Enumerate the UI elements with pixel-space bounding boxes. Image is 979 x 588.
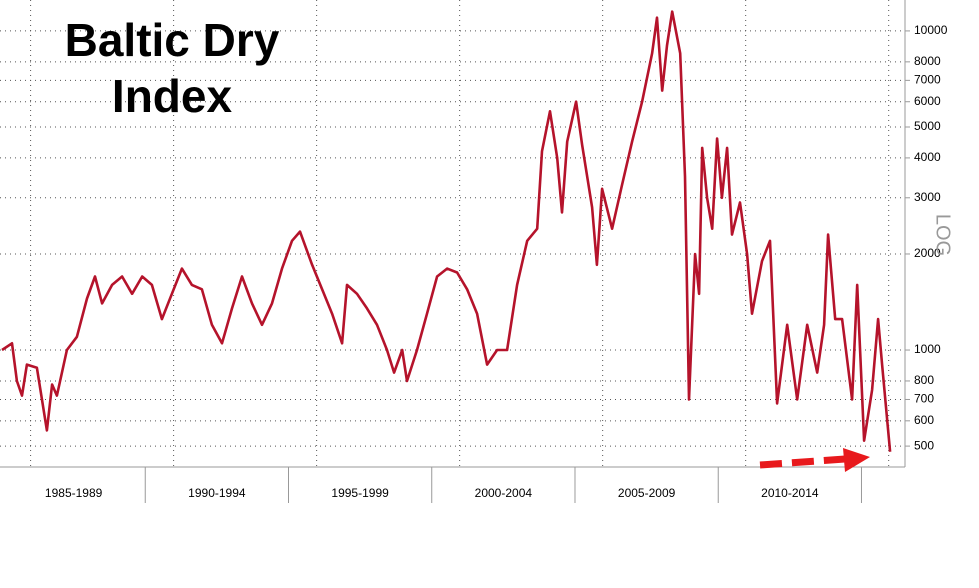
y-tick-label: 2000	[914, 246, 941, 260]
y-tick-label: 1000	[914, 342, 941, 356]
y-tick-label: 10000	[914, 23, 948, 37]
y-tick-label: 800	[914, 373, 934, 387]
x-tick-label: 2005-2009	[618, 486, 676, 500]
y-tick-label: 4000	[914, 150, 941, 164]
y-tick-label: 3000	[914, 190, 941, 204]
x-tick-label: 2000-2004	[475, 486, 533, 500]
y-tick-label: 8000	[914, 54, 941, 68]
y-tick-label: 600	[914, 413, 934, 427]
y-tick-label: 700	[914, 392, 934, 406]
y-tick-label: 7000	[914, 73, 941, 87]
data-line	[1, 10, 892, 452]
y-axis-label: LOG	[932, 214, 954, 256]
y-tick-label: 5000	[914, 119, 941, 133]
y-tick-label: 6000	[914, 94, 941, 108]
x-tick-label: 1995-1999	[331, 486, 389, 500]
y-tick-label: 500	[914, 438, 934, 452]
annotation-arrow	[759, 448, 870, 472]
x-tick-label: 1985-1989	[45, 486, 103, 500]
x-tick-label: 2010-2014	[761, 486, 819, 500]
chart-title: Baltic Dry Index	[64, 14, 280, 122]
x-tick-label: 1990-1994	[188, 486, 246, 500]
